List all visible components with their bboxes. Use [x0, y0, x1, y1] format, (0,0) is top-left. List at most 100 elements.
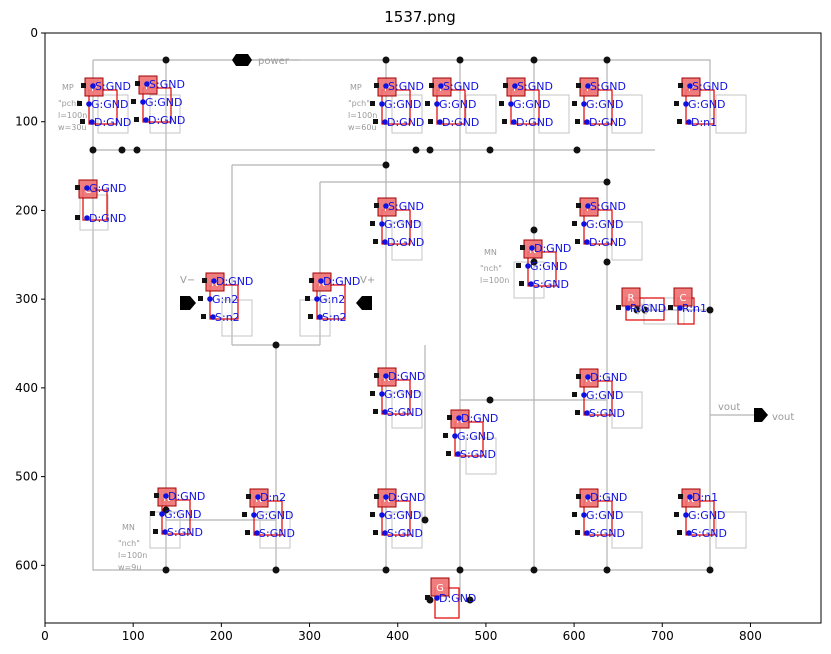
terminal-icon: [677, 530, 682, 535]
pin-dot-icon: [383, 373, 389, 379]
terminal-icon: [77, 101, 82, 106]
y-tick-label: 500: [15, 470, 38, 484]
terminal-icon: [678, 494, 683, 499]
svg-text:MP: MP: [62, 83, 74, 92]
y-tick-label: 400: [15, 381, 38, 395]
pin-dot-icon: [89, 119, 95, 125]
pin-dot-icon: [687, 494, 693, 500]
pin-label: D:n1: [691, 116, 717, 129]
pin-label: D:GND: [387, 236, 424, 249]
terminal-icon: [425, 101, 430, 106]
pin-label: G:GND: [586, 98, 623, 111]
pin-dot-icon: [581, 392, 587, 398]
pin-label: S:GND: [95, 80, 131, 93]
pin-label: S:GND: [589, 407, 625, 420]
pin-dot-icon: [317, 314, 323, 320]
power-label: power: [258, 56, 290, 67]
x-tick-label: 400: [386, 629, 409, 643]
pin-label: D:GND: [323, 275, 360, 288]
terminal-icon: [75, 185, 80, 190]
terminal-icon: [572, 512, 577, 517]
device-badge: [673, 287, 693, 307]
pin-label: G:GND: [688, 509, 725, 522]
terminal-icon: [616, 305, 621, 310]
pin-dot-icon: [84, 185, 90, 191]
pin-label: G:GND: [513, 98, 550, 111]
x-axis: 0 100 200 300 400 500 600 700 800: [41, 623, 762, 643]
figure-title: 1537.png: [384, 8, 456, 26]
pin-dot-icon: [687, 83, 693, 89]
pin-dot-icon: [585, 203, 591, 209]
y-tick-label: 0: [30, 26, 38, 40]
pin-label: D:GND: [516, 116, 553, 129]
pin-label: D:GND: [387, 116, 424, 129]
pin-label: R:GND: [630, 302, 666, 315]
pin-dot-icon: [683, 101, 689, 107]
pin-dot-icon: [382, 119, 388, 125]
pin-dot-icon: [585, 494, 591, 500]
pin-dot-icon: [382, 409, 388, 415]
vout-port-icon: [754, 408, 768, 422]
vout1-label: vout: [772, 412, 794, 423]
terminal-icon: [198, 296, 203, 301]
svg-text:MN: MN: [122, 523, 135, 532]
terminal-icon: [572, 221, 577, 226]
pin-label: D:GND: [168, 490, 205, 503]
pin-label: S:GND: [533, 278, 569, 291]
x-tick-label: 100: [122, 629, 145, 643]
pin-dot-icon: [686, 530, 692, 536]
terminal-icon: [75, 215, 80, 220]
pin-dot-icon: [162, 529, 168, 535]
pin-dot-icon: [456, 415, 462, 421]
device-g: GD:GND: [425, 577, 476, 619]
terminal-icon: [575, 530, 580, 535]
pin-dot-icon: [84, 215, 90, 221]
pin-dot-icon: [584, 239, 590, 245]
pin-label: D:GND: [388, 370, 425, 383]
terminal-icon: [516, 263, 521, 268]
pin-dot-icon: [254, 530, 260, 536]
device-type-label: G: [436, 583, 444, 594]
pin-dot-icon: [382, 239, 388, 245]
terminal-icon: [373, 530, 378, 535]
pin-label: S:GND: [259, 527, 295, 540]
pin-label: G:GND: [688, 98, 725, 111]
pin-dot-icon: [255, 494, 261, 500]
svg-text:l=100n: l=100n: [480, 276, 509, 285]
x-tick-label: 600: [563, 629, 586, 643]
svg-text:w=30u: w=30u: [58, 123, 87, 132]
terminal-icon: [374, 373, 379, 378]
pin-label: S:GND: [443, 80, 479, 93]
terminal-icon: [309, 278, 314, 283]
symbol-outlines: MP "pch" l=100n w=30u MP "pch" l=100n w=…: [58, 83, 747, 572]
device-badge: [430, 577, 450, 597]
pin-label: D:GND: [461, 412, 498, 425]
y-tick-label: 300: [15, 292, 38, 306]
y-tick-label: 600: [15, 558, 38, 572]
terminal-icon: [678, 83, 683, 88]
vplus-label: V+: [360, 275, 375, 286]
terminal-icon: [308, 314, 313, 319]
pin-dot-icon: [584, 530, 590, 536]
svg-text:MP: MP: [350, 83, 362, 92]
terminal-icon: [499, 101, 504, 106]
pin-dot-icon: [379, 101, 385, 107]
terminal-icon: [677, 119, 682, 124]
pin-label: S:GND: [590, 200, 626, 213]
terminal-icon: [447, 415, 452, 420]
pin-label: G:GND: [586, 389, 623, 402]
pin-label: G:GND: [164, 508, 201, 521]
pin-label: G:GND: [145, 96, 182, 109]
x-tick-label: 700: [651, 629, 674, 643]
terminal-icon: [373, 239, 378, 244]
device-type-label: C: [680, 293, 687, 304]
pin-label: D:GND: [589, 236, 626, 249]
